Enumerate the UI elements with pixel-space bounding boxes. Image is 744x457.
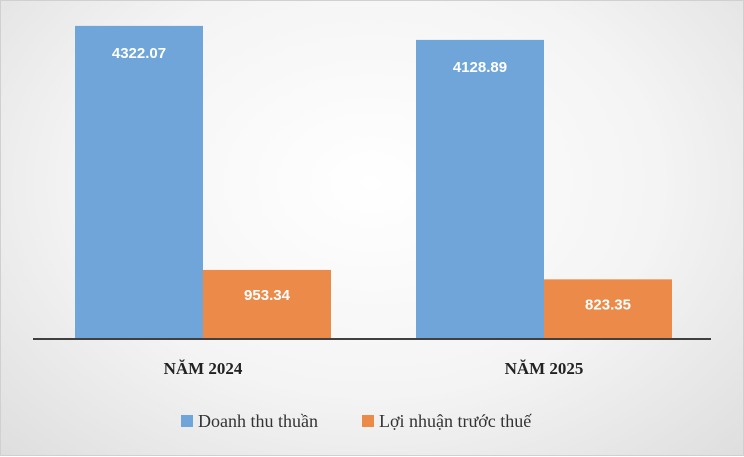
bar-doanh-thu-thuan-nam-2024 — [75, 25, 203, 339]
legend-swatch-doanh-thu-thuan — [181, 415, 193, 427]
data-label-loi-nhuan-truoc-thue-nam-2024: 953.34 — [244, 287, 291, 304]
data-label-doanh-thu-thuan-nam-2024: 4322.07 — [112, 45, 166, 62]
data-label-doanh-thu-thuan-nam-2025: 4128.89 — [453, 59, 507, 76]
bar-doanh-thu-thuan-nam-2025 — [416, 39, 544, 339]
bar-loi-nhuan-truoc-thue-nam-2024 — [203, 269, 331, 339]
legend: Doanh thu thuần Lợi nhuận trước thuế — [181, 411, 532, 431]
bar-loi-nhuan-truoc-thue-nam-2025 — [544, 279, 672, 339]
legend-label-doanh-thu-thuan: Doanh thu thuần — [198, 411, 318, 431]
category-label-nam-2024: NĂM 2024 — [164, 359, 243, 378]
data-label-loi-nhuan-truoc-thue-nam-2025: 823.35 — [585, 296, 631, 313]
legend-label-loi-nhuan-truoc-thue: Lợi nhuận trước thuế — [379, 411, 532, 431]
legend-swatch-loi-nhuan-truoc-thue — [362, 415, 374, 427]
category-label-nam-2025: NĂM 2025 — [505, 359, 584, 378]
